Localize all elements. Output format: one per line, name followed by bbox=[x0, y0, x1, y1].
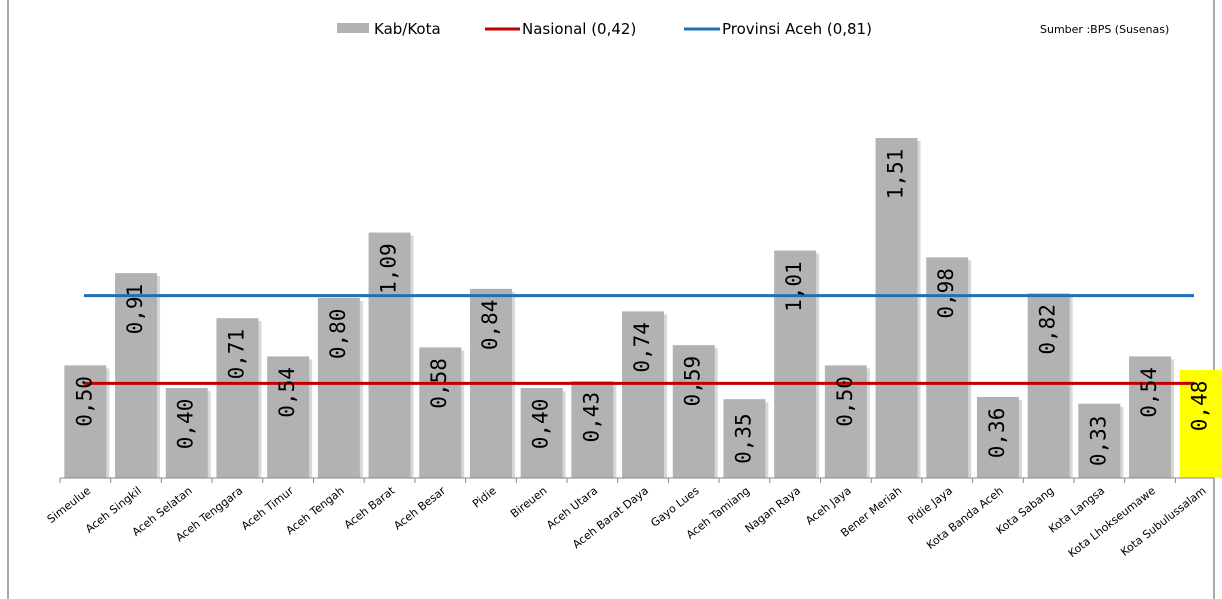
x-tick-label: Pidie Jaya bbox=[905, 484, 955, 527]
x-tick-label: Kota Lhokseumawe bbox=[1066, 484, 1158, 560]
data-label: 0,50 bbox=[833, 376, 857, 427]
data-label: 0,54 bbox=[1137, 367, 1161, 418]
data-label: 0,82 bbox=[1036, 304, 1060, 355]
data-label: 0,80 bbox=[326, 309, 350, 360]
data-label: 0,54 bbox=[275, 367, 299, 418]
data-label: 0,91 bbox=[123, 284, 147, 335]
data-label: 0,58 bbox=[427, 358, 451, 409]
legend-label-bar: Kab/Kota bbox=[374, 20, 441, 38]
data-label: 0,74 bbox=[630, 322, 654, 373]
x-tick-label: Bireuen bbox=[508, 484, 549, 520]
x-tick-label: Aceh Besar bbox=[391, 484, 448, 533]
data-label: 0,48 bbox=[1188, 381, 1212, 432]
x-tick-label: Aceh Jaya bbox=[803, 484, 853, 527]
legend-swatch-bar bbox=[337, 23, 369, 33]
legend-label-nasional: Nasional (0,42) bbox=[522, 20, 636, 38]
source-note: Sumber :BPS (Susenas) bbox=[1040, 23, 1169, 36]
x-tick-label: Pidie bbox=[470, 484, 499, 511]
data-label: 0,98 bbox=[934, 268, 958, 319]
data-label: 0,36 bbox=[985, 408, 1009, 459]
data-label: 1,09 bbox=[377, 243, 401, 294]
x-tick-label: Aceh Barat bbox=[342, 484, 398, 532]
x-tick-marks bbox=[60, 478, 1222, 483]
data-label: 0,71 bbox=[224, 329, 248, 380]
data-label: 0,40 bbox=[529, 399, 553, 450]
data-label: 0,40 bbox=[174, 399, 198, 450]
data-label: 1,01 bbox=[782, 261, 806, 312]
data-label: 1,51 bbox=[884, 149, 908, 200]
data-label: 0,50 bbox=[72, 376, 96, 427]
data-label: 0,33 bbox=[1086, 416, 1110, 467]
data-label: 0,43 bbox=[579, 392, 603, 443]
data-label: 0,35 bbox=[731, 413, 755, 464]
x-tick-label: Nagan Raya bbox=[743, 484, 803, 535]
x-tick-label: Kota Subulussalam bbox=[1118, 484, 1208, 559]
data-label: 0,84 bbox=[478, 300, 502, 351]
legend-label-provinsi: Provinsi Aceh (0,81) bbox=[722, 20, 872, 38]
legend: Kab/Kota Nasional (0,42) Provinsi Aceh (… bbox=[337, 20, 872, 38]
data-label: 0,59 bbox=[681, 356, 705, 407]
x-tick-label: Simeulue bbox=[45, 484, 94, 526]
